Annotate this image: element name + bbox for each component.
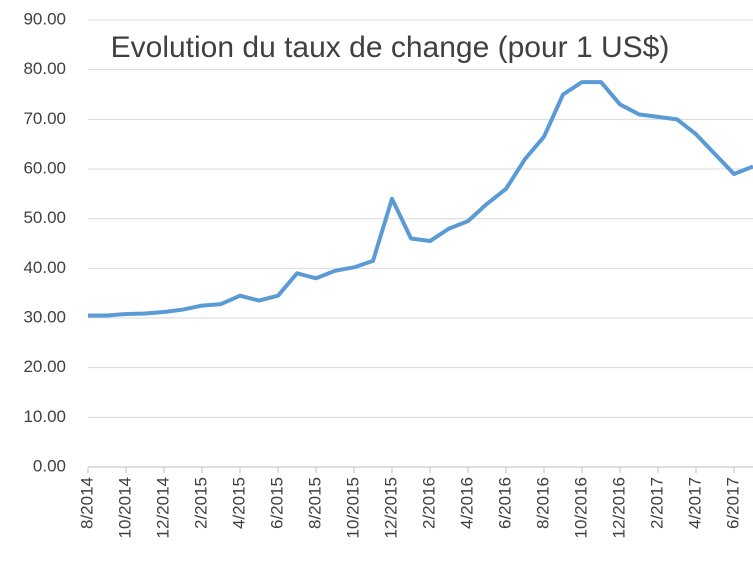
x-tick-label: 10/2015 [343, 477, 362, 538]
title-box: Evolution du taux de change (pour 1 US$) [110, 31, 670, 64]
x-tick-label: 2/2017 [647, 477, 666, 529]
x-tick-label: 4/2017 [685, 477, 704, 529]
series-line [88, 80, 753, 318]
y-tick-label: 0.00 [33, 456, 66, 475]
x-tick-label: 12/2016 [609, 477, 628, 538]
y-tick-label: 50.00 [23, 208, 66, 227]
y-tick-label: 10.00 [23, 407, 66, 426]
y-tick-label: 20.00 [23, 357, 66, 376]
chart-title: Evolution du taux de change (pour 1 US$) [110, 31, 670, 64]
x-tick-label: 8/2014 [77, 477, 96, 529]
x-tick-label: 6/2015 [267, 477, 286, 529]
x-tick-label: 4/2015 [229, 477, 248, 529]
x-tick-label: 6/2016 [495, 477, 514, 529]
y-tick-label: 30.00 [23, 307, 66, 326]
y-tick-label: 40.00 [23, 258, 66, 277]
x-tick-label: 10/2014 [115, 477, 134, 538]
x-tick-label: 8/2015 [305, 477, 324, 529]
y-tick-label: 70.00 [23, 109, 66, 128]
x-tick-label: 2/2016 [419, 477, 438, 529]
y-tick-label: 80.00 [23, 59, 66, 78]
x-tick-label: 8/2016 [533, 477, 552, 529]
x-tick-label: 12/2015 [381, 477, 400, 538]
x-tick-label: 12/2014 [153, 477, 172, 538]
x-tick-label: 2/2015 [191, 477, 210, 529]
y-tick-label: 60.00 [23, 158, 66, 177]
y-tick-label: 90.00 [23, 9, 66, 28]
x-tick-label: 10/2016 [571, 477, 590, 538]
x-tick-label: 6/2017 [723, 477, 742, 529]
x-tick-label: 4/2016 [457, 477, 476, 529]
